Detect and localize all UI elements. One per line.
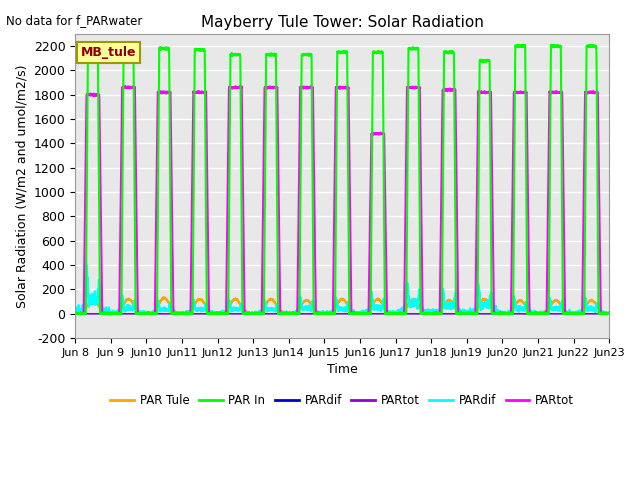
Legend: PAR Tule, PAR In, PARdif, PARtot, PARdif, PARtot: PAR Tule, PAR In, PARdif, PARtot, PARdif…	[106, 390, 579, 412]
Y-axis label: Solar Radiation (W/m2 and umol/m2/s): Solar Radiation (W/m2 and umol/m2/s)	[15, 64, 28, 308]
Text: MB_tule: MB_tule	[81, 46, 136, 59]
Text: No data for f_PARwater: No data for f_PARwater	[6, 14, 143, 27]
Title: Mayberry Tule Tower: Solar Radiation: Mayberry Tule Tower: Solar Radiation	[201, 15, 484, 30]
X-axis label: Time: Time	[327, 363, 358, 376]
